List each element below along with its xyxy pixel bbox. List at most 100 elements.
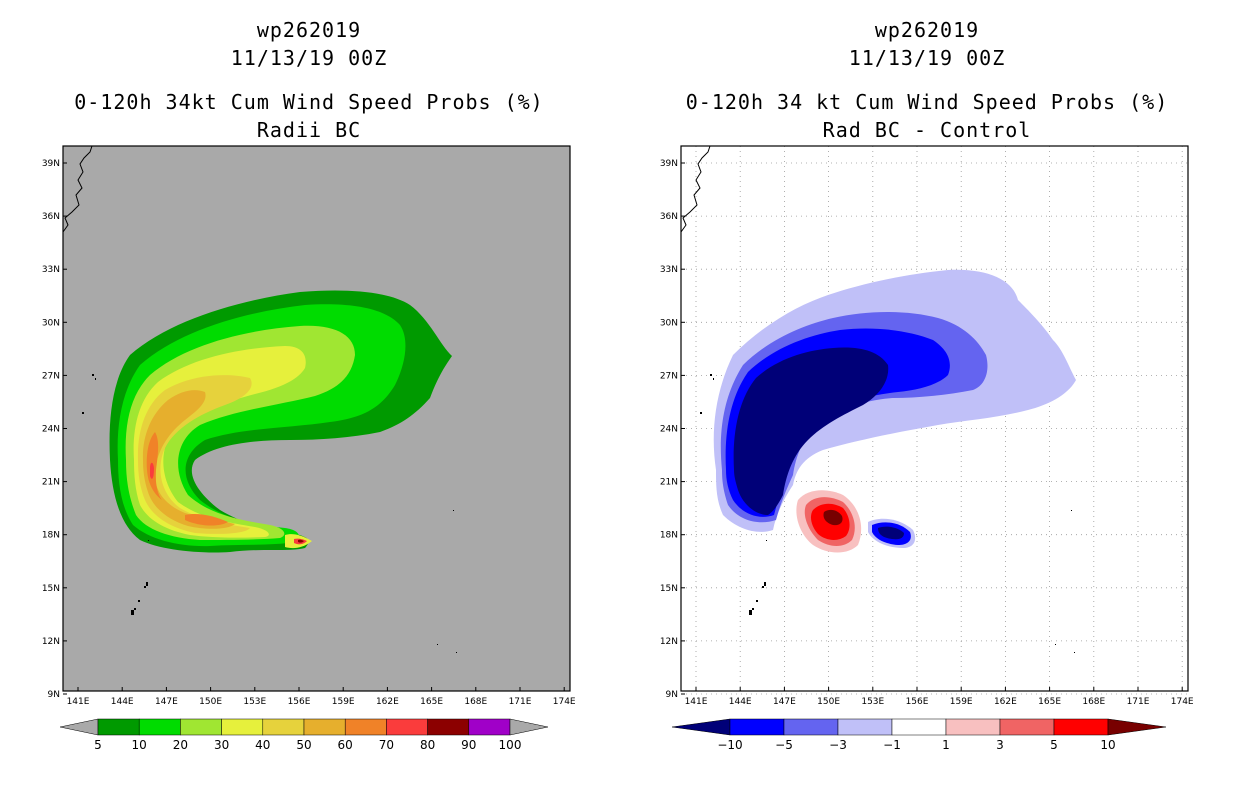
colorbar-right-arrow <box>509 718 549 736</box>
colorbar-segment <box>97 718 140 736</box>
left-map-panel: wp262019 11/13/19 00Z 0-120h 34kt Cum Wi… <box>42 18 576 752</box>
storm-tip-band-90 <box>298 539 304 543</box>
lat-label: 36N <box>660 212 678 222</box>
lat-label: 39N <box>42 159 60 169</box>
lon-label: 147E <box>773 697 796 707</box>
lon-label: 168E <box>1082 697 1105 707</box>
colorbar-label: −3 <box>829 738 847 752</box>
colorbar-label: −1 <box>883 738 901 752</box>
colorbar-right-arrow <box>1107 718 1167 736</box>
colorbar-segment <box>344 718 387 736</box>
island-dots <box>700 374 1075 653</box>
prob-band-60b <box>185 513 228 526</box>
lon-label: 156E <box>288 697 311 707</box>
colorbar-label: 10 <box>132 738 147 752</box>
lon-label: 144E <box>111 697 134 707</box>
lat-label: 18N <box>660 531 678 541</box>
colorbar-segment <box>221 718 264 736</box>
lat-label: 24N <box>42 425 60 435</box>
lat-label: 18N <box>42 531 60 541</box>
colorbar-label: 60 <box>338 738 353 752</box>
colorbar-label: 50 <box>296 738 311 752</box>
colorbar-label: 10 <box>1100 738 1115 752</box>
lon-label: 150E <box>199 697 222 707</box>
lat-label: 24N <box>660 425 678 435</box>
lon-label: 168E <box>464 697 487 707</box>
right-subtitle: Rad BC - Control <box>822 118 1032 142</box>
colorbar-label: −10 <box>717 738 742 752</box>
lon-label: 171E <box>509 697 532 707</box>
lat-label: 39N <box>660 159 678 169</box>
lat-label: 9N <box>666 690 678 700</box>
colorbar-label: 40 <box>255 738 270 752</box>
left-product-title: 0-120h 34kt Cum Wind Speed Probs (%) <box>74 90 544 114</box>
colorbar-label: 5 <box>1050 738 1058 752</box>
lon-label: 141E <box>685 697 708 707</box>
colorbar-segment <box>1053 718 1109 736</box>
left-subtitle: Radii BC <box>256 118 362 142</box>
lat-label: 15N <box>42 584 60 594</box>
colorbar-segment <box>783 718 839 736</box>
lon-label: 144E <box>729 697 752 707</box>
lat-label: 12N <box>42 637 60 647</box>
lat-label: 21N <box>660 478 678 488</box>
colorbar-segment <box>729 718 785 736</box>
lon-label: 150E <box>817 697 840 707</box>
right-plot-frame <box>680 145 1189 692</box>
right-storm-id: wp262019 <box>874 18 980 42</box>
coastline-japan <box>680 145 711 233</box>
colorbar-segment <box>945 718 1001 736</box>
lon-label: 159E <box>332 697 355 707</box>
colorbar-segment <box>999 718 1055 736</box>
right-map-panel: wp262019 11/13/19 00Z 0-120h 34 kt Cum W… <box>618 0 1236 800</box>
left-plot-frame <box>62 145 571 692</box>
diff-band-minus10 <box>733 347 889 515</box>
colorbar-segment <box>837 718 893 736</box>
lat-label: 12N <box>660 637 678 647</box>
colorbar-label: 80 <box>420 738 435 752</box>
lat-label: 33N <box>42 265 60 275</box>
left-map: 39N 36N 33N 30N 27N 24N 21N 18N 15N 12N 9N 141E 144E… <box>42 145 576 752</box>
lat-label: 36N <box>42 212 60 222</box>
lon-label: 153E <box>243 697 266 707</box>
lat-label: 27N <box>42 371 60 381</box>
lon-label: 174E <box>1171 697 1194 707</box>
colorbar-left-arrow <box>671 718 731 736</box>
right-product-title: 0-120h 34 kt Cum Wind Speed Probs (%) <box>685 90 1169 114</box>
prob-band-50 <box>142 390 235 529</box>
lat-label: 30N <box>42 318 60 328</box>
lat-label: 9N <box>48 690 60 700</box>
lat-label: 30N <box>660 318 678 328</box>
colorbar-segment <box>891 718 947 736</box>
colorbar-segment <box>427 718 470 736</box>
colorbar-label: 30 <box>214 738 229 752</box>
lon-label: 162E <box>376 697 399 707</box>
colorbar-segment <box>303 718 346 736</box>
diff-band-plus10 <box>823 509 843 526</box>
colorbar-segment <box>468 718 511 736</box>
lat-label: 33N <box>660 265 678 275</box>
lon-label: 147E <box>155 697 178 707</box>
left-storm-id: wp262019 <box>256 18 362 42</box>
diff-blob2-minus10 <box>878 526 904 540</box>
lon-label: 156E <box>906 697 929 707</box>
lon-label: 153E <box>861 697 884 707</box>
lon-label: 174E <box>553 697 576 707</box>
colorbar-label: −5 <box>775 738 793 752</box>
colorbar-label: 5 <box>94 738 102 752</box>
colorbar-label: 1 <box>942 738 950 752</box>
colorbar-segment <box>262 718 305 736</box>
prob-band-60 <box>146 432 162 500</box>
colorbar-label: 90 <box>461 738 476 752</box>
right-map: 39N 36N 33N 30N 27N 24N 21N 18N 15N 12N 9N 141E 144E… <box>660 145 1194 752</box>
colorbar-segment <box>180 718 222 736</box>
colorbar-label: 100 <box>499 738 522 752</box>
colorbar-label: 70 <box>379 738 394 752</box>
lon-label: 165E <box>420 697 443 707</box>
colorbar-segment <box>138 718 181 736</box>
coastline-japan <box>62 145 93 233</box>
prob-band-70 <box>150 462 154 479</box>
island-dots <box>82 374 457 653</box>
left-date: 11/13/19 00Z <box>230 46 388 70</box>
colorbar-left-arrow <box>59 718 99 736</box>
